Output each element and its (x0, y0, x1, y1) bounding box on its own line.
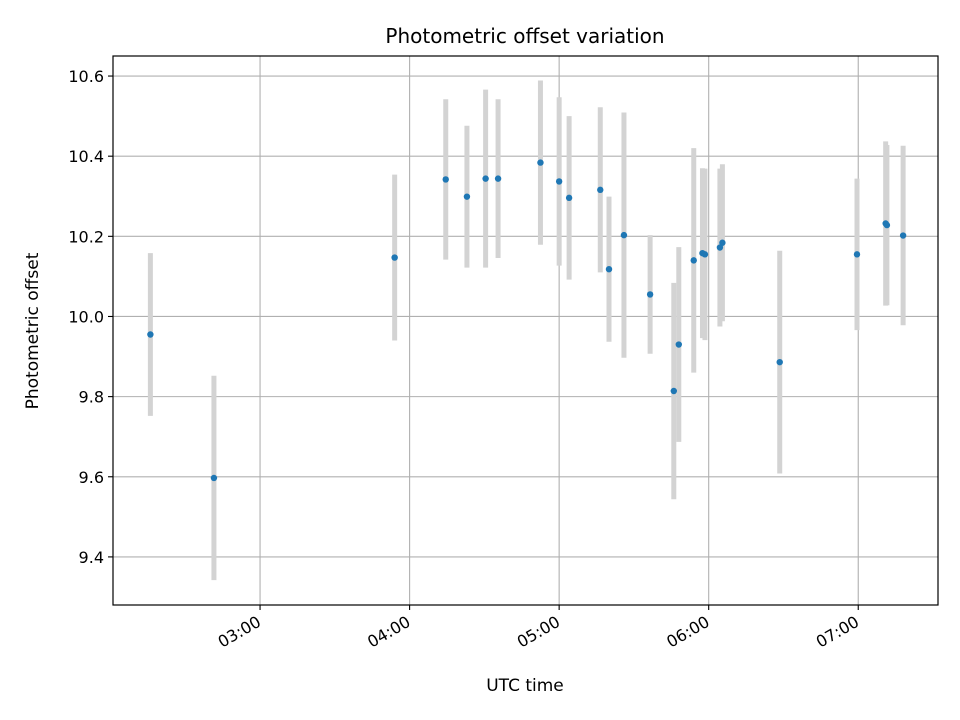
data-point (716, 244, 724, 251)
y-tick-label: 10.4 (68, 147, 104, 166)
data-point (853, 251, 861, 258)
data-point (899, 232, 907, 239)
data-point (605, 265, 613, 273)
data-points (147, 159, 907, 482)
data-point (147, 331, 154, 338)
chart-title: Photometric offset variation (385, 24, 664, 48)
y-tick-label: 9.4 (79, 548, 104, 567)
plot-frame (112, 55, 939, 606)
data-point (597, 186, 604, 194)
y-tick-label: 10.2 (68, 227, 104, 246)
y-tick-label: 9.8 (79, 388, 104, 407)
data-point (442, 176, 449, 183)
data-point (555, 178, 563, 185)
data-point (675, 341, 682, 348)
y-axis-ticks: 9.4 9.6 9.8 10.0 10.2 10.4 10.6 (68, 67, 113, 567)
data-point (391, 254, 398, 261)
data-point (690, 257, 697, 264)
data-point (883, 221, 891, 229)
data-point (701, 251, 709, 258)
data-point (776, 358, 783, 366)
data-point (463, 193, 471, 200)
y-tick-label: 9.6 (79, 468, 104, 487)
y-axis-label: Photometric offset (23, 252, 43, 409)
data-point (646, 291, 654, 298)
y-tick-label: 10.6 (68, 67, 104, 86)
data-point (537, 159, 544, 166)
y-tick-label: 10.0 (68, 307, 104, 326)
data-point (482, 175, 489, 182)
data-point (210, 474, 218, 482)
x-axis-label: UTC time (486, 676, 564, 696)
data-point (620, 231, 628, 239)
data-point (565, 194, 573, 202)
data-point (670, 387, 678, 395)
data-point (719, 239, 726, 246)
data-point (494, 175, 502, 182)
